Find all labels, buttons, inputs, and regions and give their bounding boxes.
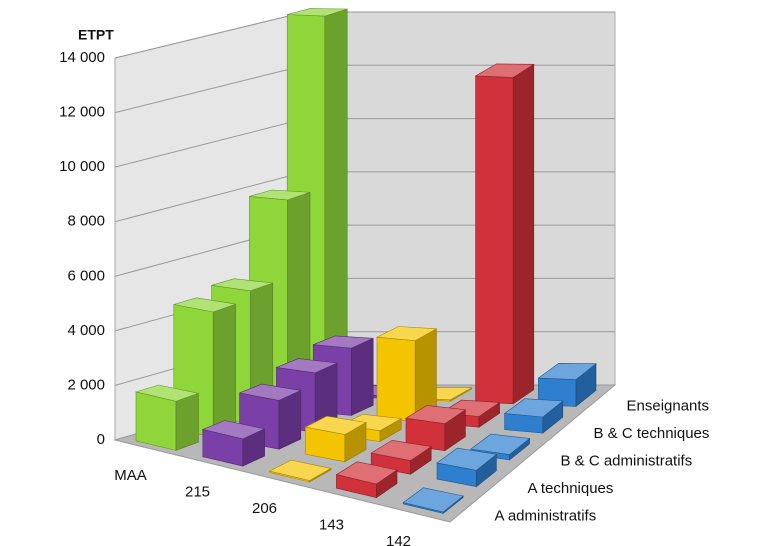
- bar: [134, 384, 200, 451]
- bar: [405, 405, 467, 452]
- y-tick-label: 8 000: [67, 213, 105, 230]
- series-label: B & C administratifs: [561, 452, 693, 469]
- bar: [201, 420, 266, 467]
- y-tick-label: 6 000: [67, 267, 105, 284]
- bar: [436, 447, 498, 488]
- series-label: A administratifs: [495, 507, 597, 524]
- bar: [474, 63, 535, 405]
- axis-title: ETPT: [78, 27, 114, 43]
- bar: [304, 415, 367, 463]
- y-tick-label: 2 000: [67, 376, 105, 393]
- bar: [402, 487, 464, 515]
- bar: [503, 398, 564, 434]
- x-tick-label: 206: [252, 500, 277, 517]
- bar: [335, 461, 398, 499]
- y-tick-label: 4 000: [67, 322, 105, 339]
- x-tick-label: 215: [185, 484, 210, 501]
- y-tick-label: 10 000: [59, 158, 105, 175]
- series-label: Enseignants: [627, 398, 710, 415]
- x-tick-label: 142: [386, 533, 411, 546]
- bar: [375, 326, 438, 422]
- y-tick-label: 0: [97, 431, 105, 448]
- x-tick-label: MAA: [114, 467, 147, 484]
- x-tick-label: 143: [319, 516, 344, 533]
- bar: [268, 459, 332, 483]
- bar: [370, 439, 432, 475]
- bar: [537, 362, 597, 408]
- bar: [173, 297, 236, 438]
- y-tick-label: 14 000: [59, 49, 105, 66]
- series-label: B & C techniques: [594, 425, 710, 442]
- back-wall: [304, 11, 616, 386]
- series-label: A techniques: [528, 480, 614, 497]
- y-tick-label: 12 000: [59, 104, 105, 121]
